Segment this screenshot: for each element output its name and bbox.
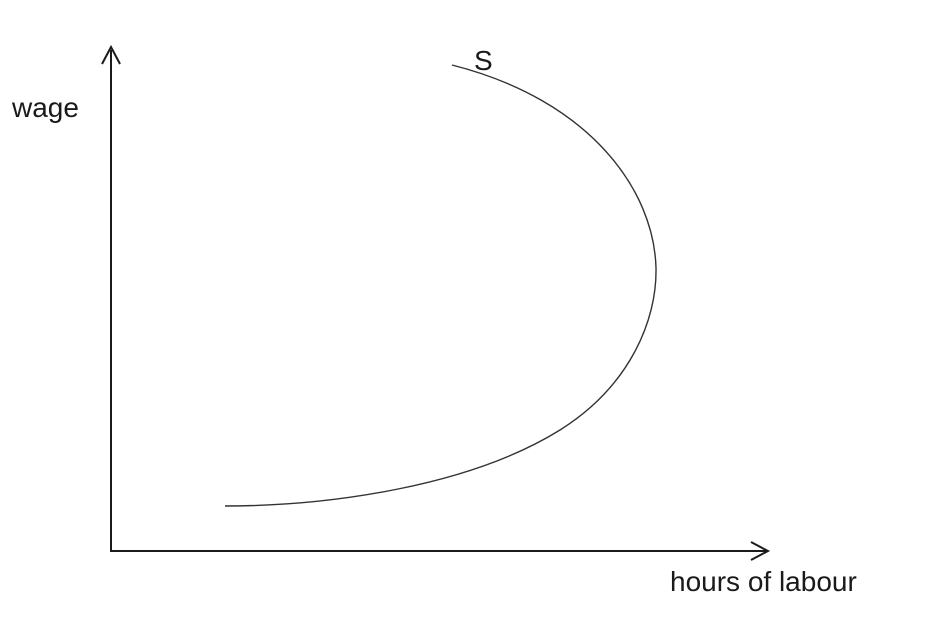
- curve-label: S: [474, 45, 493, 76]
- y-axis-label: wage: [11, 92, 79, 123]
- x-axis-arrowhead: [750, 541, 771, 561]
- supply-curve: [224, 64, 657, 507]
- x-axis-label: hours of labour: [670, 566, 857, 597]
- y-axis-arrowhead: [101, 44, 121, 65]
